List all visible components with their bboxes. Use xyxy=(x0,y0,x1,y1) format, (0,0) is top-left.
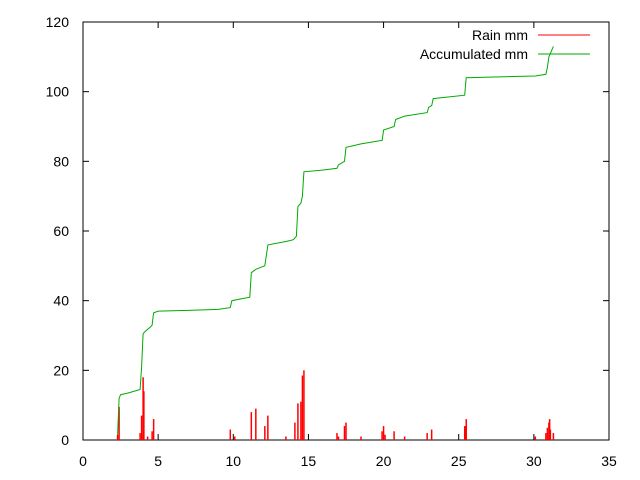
y-tick-label: 40 xyxy=(53,293,69,309)
x-tick-label: 10 xyxy=(225,453,241,469)
legend-label-accumulated: Accumulated mm xyxy=(420,46,528,62)
y-tick-label: 100 xyxy=(46,84,70,100)
x-tick-label: 5 xyxy=(154,453,162,469)
x-tick-label: 0 xyxy=(79,453,87,469)
legend: Rain mm Accumulated mm xyxy=(420,27,590,62)
y-tick-label: 20 xyxy=(53,362,69,378)
series-layer xyxy=(116,46,555,440)
y-tick-label: 0 xyxy=(61,432,69,448)
accumulated-line xyxy=(117,46,554,435)
x-tick-label: 15 xyxy=(301,453,317,469)
x-axis: 0 5 10 15 20 25 30 35 xyxy=(79,22,617,469)
y-axis: 0 20 40 60 80 100 120 xyxy=(46,14,609,448)
x-tick-label: 20 xyxy=(376,453,392,469)
x-tick-label: 35 xyxy=(601,453,617,469)
y-tick-label: 80 xyxy=(53,153,69,169)
series-1 xyxy=(117,46,554,435)
x-tick-label: 30 xyxy=(526,453,542,469)
series-0 xyxy=(116,370,555,440)
y-tick-label: 120 xyxy=(46,14,70,30)
plot-frame xyxy=(82,21,610,441)
legend-label-rain: Rain mm xyxy=(472,27,528,43)
x-tick-label: 25 xyxy=(451,453,467,469)
y-tick-label: 60 xyxy=(53,223,69,239)
